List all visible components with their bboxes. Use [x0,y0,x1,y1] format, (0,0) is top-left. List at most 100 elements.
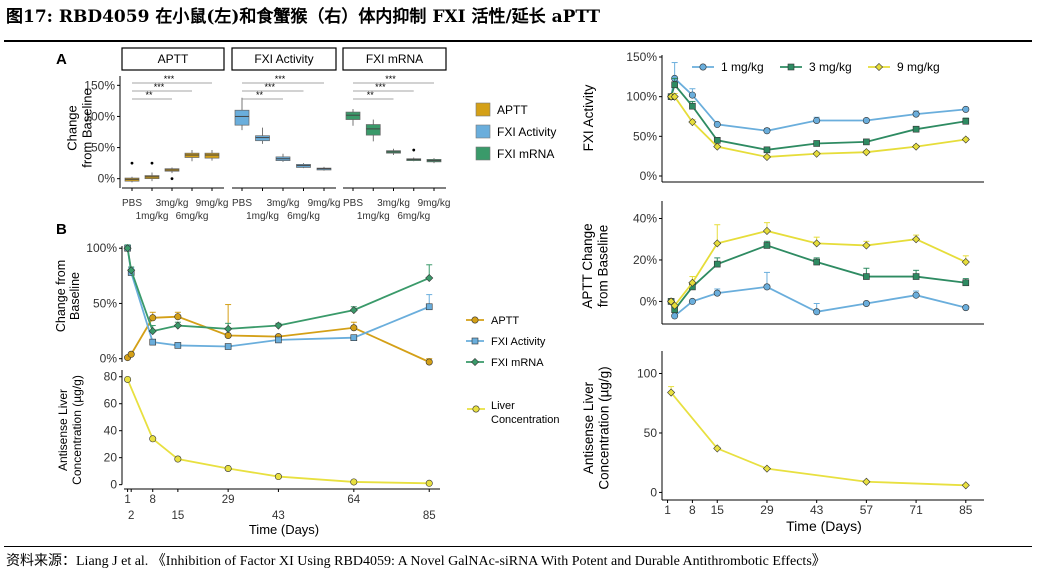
right-x-tick-label: 57 [860,503,874,517]
legend-label: 1 mg/kg [721,60,764,74]
right-x-tick-label: 29 [760,503,774,517]
right-x-tick-label: 15 [711,503,725,517]
facet-x-tick-label: 6mg/kg [176,211,209,222]
panel-b-top-aptt-point [174,313,182,321]
facet-x-tick-label: 3mg/kg [267,198,300,209]
panel-b: B 0% 50% 100% Change fromBaseline APTT FXI Act… [54,221,560,537]
panel-a-y-tick-label: 150% [84,78,115,92]
legend-marker [472,405,480,413]
right-fxi-9-mg-kg-point [670,92,679,101]
panel-b-bottom-liver-concentration-point [124,375,132,383]
legend-label: APTT [497,103,528,117]
panel-b-top-aptt-point [350,324,358,332]
panel-a: A0%50%100%150%Changefrom BaselineAPTTPBS… [56,47,556,222]
right-aptt-1-mg-kg-point [713,289,721,297]
legend-marker [787,63,795,71]
right-aptt-1-mg-kg-point [763,283,771,291]
right-fxi-3-mg-kg-point [689,102,696,110]
right-aptt-1-mg-kg-point [688,297,696,305]
right-fxi-9-mg-kg-point [912,142,921,151]
right-fxi-3-mg-kg-point [671,81,678,89]
figure-canvas: A0%50%100%150%Changefrom BaselineAPTTPBS… [54,47,984,537]
figure-title: 图17: RBD4059 在小鼠(左)和食蟹猴（右）体内抑制 FXI 活性/延长… [6,7,601,27]
right-aptt-y-tick-label: 20% [633,253,657,267]
panel-b-x-tick-label: 1 [124,494,130,506]
significance-label: *** [264,82,275,92]
right-liver-liver-point [713,444,722,453]
box-iqr [255,135,270,142]
right-fxi-y-tick-label: 50% [633,129,657,143]
legend-label-line: Concentration [491,414,560,426]
legend-key [475,102,491,117]
panel-b-bottom-liver-concentration-point [224,464,232,472]
panel-b-bottom-y-tick-label: 20 [104,451,118,465]
right-aptt-1-mg-kg-point [862,299,870,307]
right-fxi-ylabel: FXI Activity [581,84,596,151]
right-liver-ylabel-line: Antisense Liver [581,381,596,474]
panel-b-bottom-liver-concentration-line [126,379,430,485]
panel-b-top-aptt-point [425,358,433,366]
right-liver-liver-point [762,464,771,473]
facet-x-tick-label: PBS [232,198,252,209]
right-aptt-ylabel-line: from Baseline [596,225,611,308]
facet-strip [231,47,337,71]
panel-b-top-fxi-mrna-point [173,321,182,330]
panel-b-xlabel: Time (Days) [249,522,319,537]
panel-b-bottom-ylabel: Antisense LiverConcentration (µg/g) [56,375,84,485]
right-liver-liver-line [670,391,966,487]
panel-b-top-ylabel: Change fromBaseline [54,260,82,332]
right-liver-y-tick-label: 50 [644,426,658,440]
box-outlier [150,161,154,165]
panel-b-top-fxi-mrna-point [123,244,132,253]
right-fxi-1-mg-kg-point [763,127,771,135]
box-iqr [204,152,220,159]
right-x-tick-label: 71 [909,503,923,517]
source-note: 资料来源：Liang J et al. 《Inhibition of Facto… [6,554,826,569]
panel-b-bottom-liver-concentration-point [274,473,282,481]
right-liver-y-tick-label: 0 [650,485,657,499]
panel-b-top-fxi-mrna-point [127,266,136,275]
facet-x-tick-label: 3mg/kg [377,198,410,209]
right-aptt-3-mg-kg-point [912,273,920,280]
significance-label: *** [275,74,286,84]
panel-b-top-y-tick-label: 0% [100,352,118,366]
right-aptt-3-mg-kg-point [962,279,970,287]
right-liver-ylabel-line: Concentration (µg/g) [597,366,612,489]
facet-x-tick-label: PBS [122,198,142,209]
right-fxi-y-tick-label: 100% [626,90,657,104]
box-iqr [345,111,361,120]
facet-x-tick-label: 9mg/kg [308,198,341,209]
legend-label: APTT [491,315,519,327]
panel-b-x-tick-label: 29 [222,494,235,506]
right-x-tick-label: 43 [810,503,824,517]
panel-b-top-fxi-mrna-point [148,327,157,336]
right-aptt-1-mg-kg-point [671,312,679,320]
right-fxi-3-mg-kg-point [962,117,970,125]
panel-b-top-fxi-mrna-line [126,248,430,333]
panel-b-top-fxi-activity-point [174,342,182,349]
box-outlier [170,177,174,181]
facet-x-tick-label: 3mg/kg [156,198,189,209]
source-rule [4,546,1032,547]
legend-label: FXI Activity [491,336,546,348]
right-fxi-y-tick-label: 150% [626,50,657,64]
panel-a-ylabel: Changefrom Baseline [64,88,94,167]
significance-label: *** [154,82,165,92]
right-liver-y-tick-label: 100 [637,367,657,381]
panel-b-bottom-ylabel-line: Antisense Liver [56,389,70,471]
right-aptt-9-mg-kg-point [961,258,970,267]
right-fxi-9-mg-kg-point [762,152,771,161]
legend-key [475,124,491,139]
right-aptt-1-mg-kg-point [962,304,970,312]
right-aptt-9-mg-kg-point [667,297,676,306]
right-fxi-3-mg-kg-point [912,125,920,133]
box-iqr [365,124,381,136]
right-aptt-3-mg-kg-point [763,242,771,249]
panel-b-bottom-y-tick-label: 40 [104,424,118,438]
panel-b-bottom-liver-concentration-point [425,479,433,487]
legend-marker [471,337,479,345]
box-outlier [412,148,416,152]
right-aptt-9-mg-kg-point [762,226,771,235]
right-liver-ylabel: Antisense LiverConcentration (µg/g) [581,366,612,489]
